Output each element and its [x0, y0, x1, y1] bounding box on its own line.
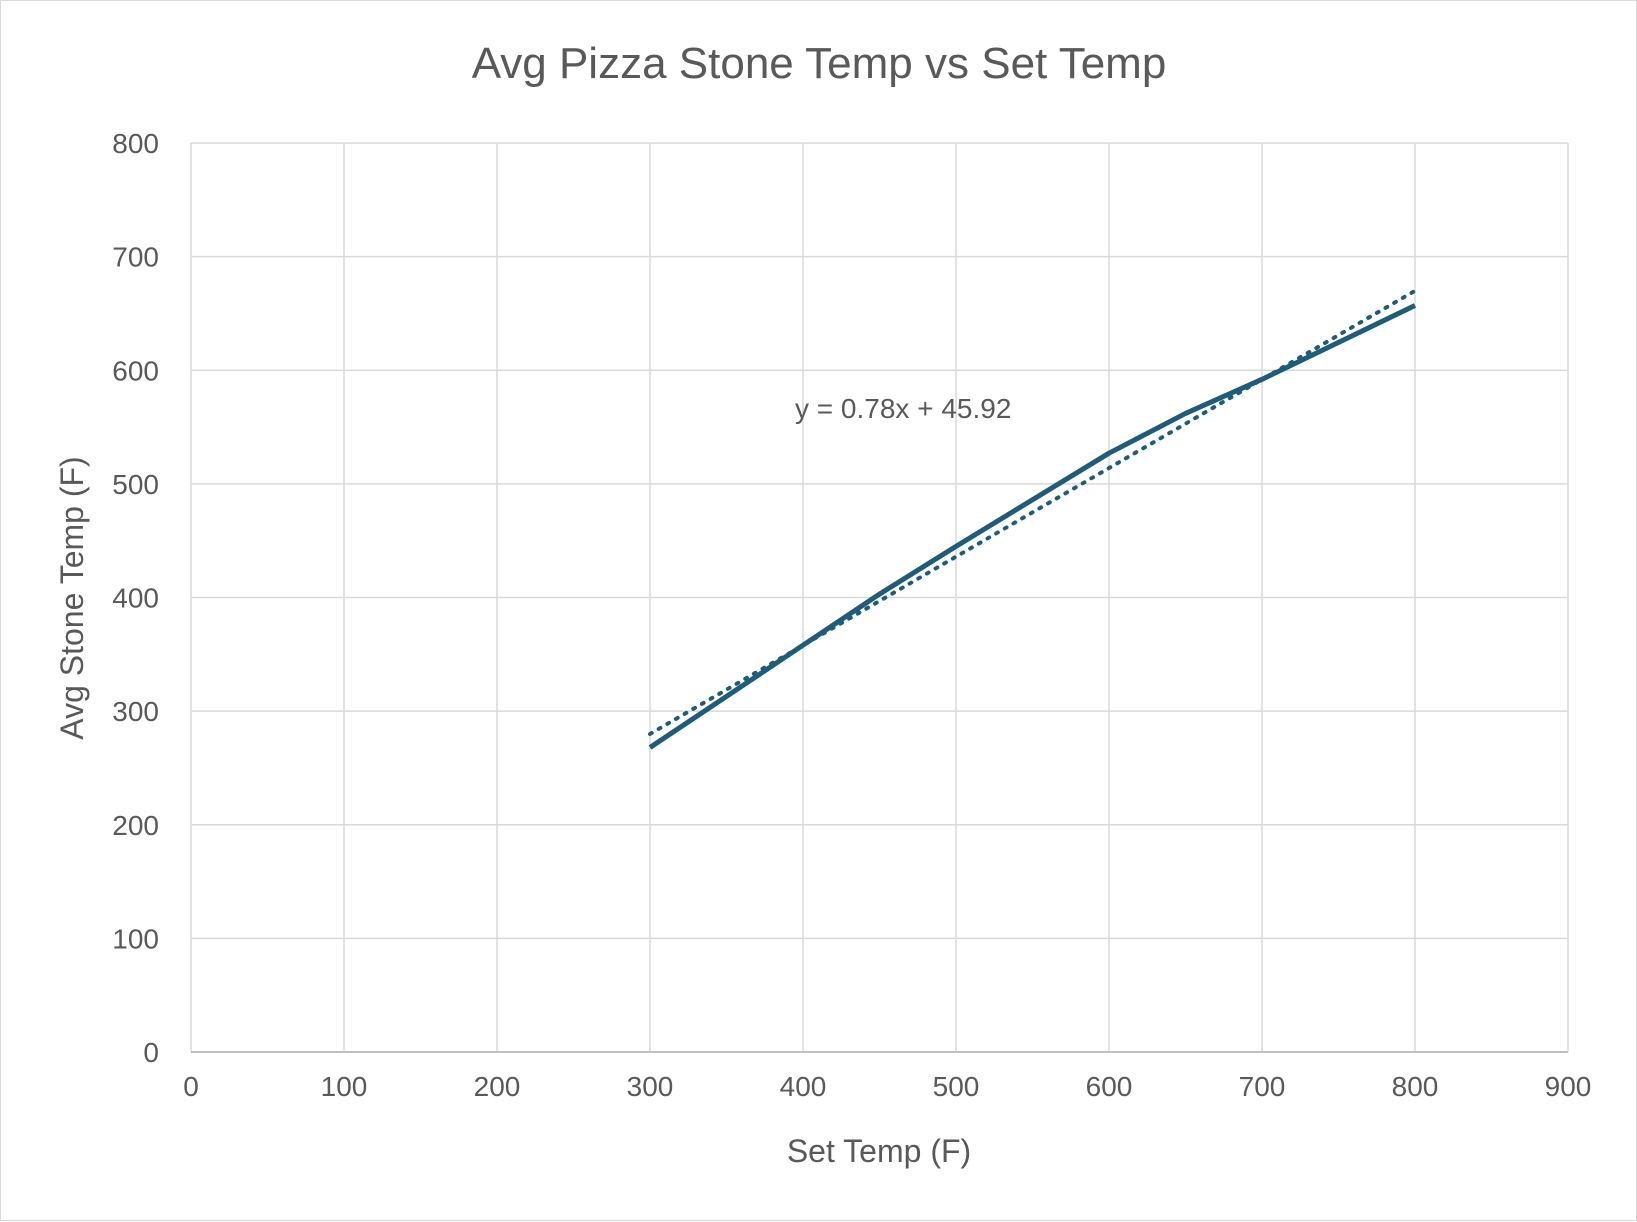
x-tick-label: 600	[1086, 1071, 1133, 1102]
x-axis-title: Set Temp (F)	[787, 1133, 971, 1169]
x-tick-label: 500	[933, 1071, 980, 1102]
y-tick-label: 600	[112, 355, 159, 386]
y-tick-label: 200	[112, 810, 159, 841]
x-tick-label: 200	[474, 1071, 521, 1102]
y-tick-label: 800	[112, 128, 159, 159]
series-line-0	[648, 303, 1417, 750]
x-tick-label: 100	[321, 1071, 368, 1102]
y-tick-label: 0	[143, 1037, 159, 1068]
x-tick-label: 0	[183, 1071, 199, 1102]
grid-layer	[190, 142, 1569, 1053]
x-tick-label: 300	[627, 1071, 674, 1102]
x-tick-label: 400	[780, 1071, 827, 1102]
x-tick-label: 900	[1545, 1071, 1592, 1102]
trendline-equation: y = 0.78x + 45.92	[795, 393, 1011, 424]
tick-labels: 0 100 200 300 400 500 600 700 800 0 100 200 300 400 50…	[112, 128, 1591, 1102]
y-tick-label: 700	[112, 242, 159, 273]
y-axis-title: Avg Stone Temp (F)	[54, 456, 90, 739]
chart-title: Avg Pizza Stone Temp vs Set Temp	[472, 39, 1167, 88]
y-tick-label: 400	[112, 583, 159, 614]
y-tick-label: 100	[112, 923, 159, 954]
y-tick-label: 500	[112, 469, 159, 500]
trendline	[648, 288, 1417, 736]
x-tick-label: 800	[1392, 1071, 1439, 1102]
series-layer	[648, 288, 1417, 750]
y-tick-label: 300	[112, 696, 159, 727]
x-tick-label: 700	[1239, 1071, 1286, 1102]
